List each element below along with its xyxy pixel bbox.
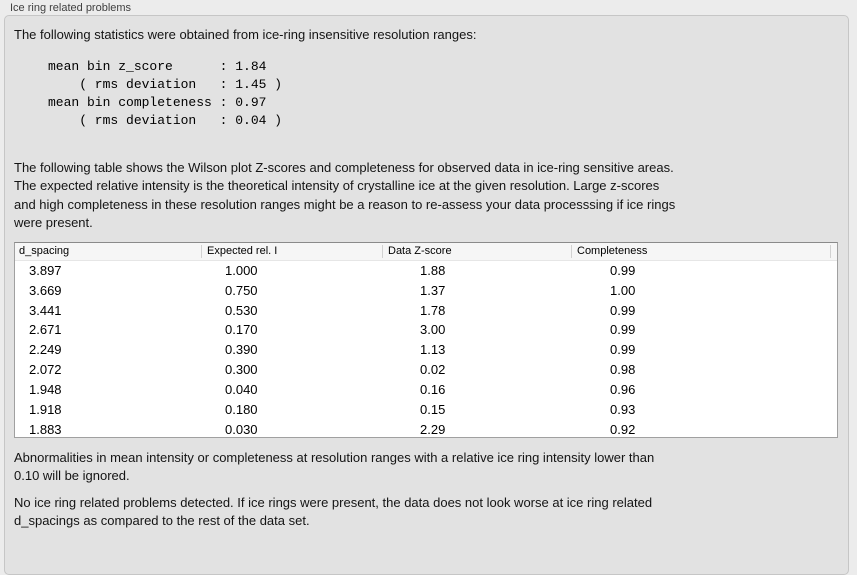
table-row[interactable]: 1.883 0.030 2.29 0.92: [15, 419, 837, 437]
panel-content: The following statistics were obtained f…: [5, 16, 848, 531]
table-cell: 0.92: [610, 421, 636, 437]
column-header-expected-rel-i[interactable]: Expected rel. I: [201, 244, 382, 258]
table-cell: 0.180: [225, 401, 258, 417]
verdict-text: No ice ring related problems detected. I…: [14, 494, 653, 529]
table-cell: 0.02: [420, 362, 446, 378]
table-cell: 0.98: [610, 362, 636, 378]
table-cell: 0.300: [225, 362, 258, 378]
table-cell: 1.000: [225, 262, 258, 278]
stats-block: mean bin z_score : 1.84 ( rms deviation …: [48, 58, 283, 128]
table-cell: 0.15: [420, 401, 446, 417]
section-title: Ice ring related problems: [10, 2, 132, 14]
table-body: 3.897 1.000 1.88 0.99 3.669 0.750 1.37 1.00 3.44…: [15, 261, 837, 437]
table-cell: 3.897: [29, 262, 62, 278]
table-row[interactable]: 3.897 1.000 1.88 0.99: [15, 261, 837, 281]
table-cell: 1.948: [29, 381, 62, 397]
table-cell: 1.37: [420, 282, 446, 298]
table-description-text: The following table shows the Wilson plo…: [14, 159, 676, 231]
table-header-row: d_spacing Expected rel. I Data Z-score C…: [15, 242, 837, 261]
table-cell: 2.249: [29, 342, 62, 358]
table-cell: 0.99: [610, 262, 636, 278]
table-cell: 0.99: [610, 342, 636, 358]
table-cell: 3.669: [29, 282, 62, 298]
table-row[interactable]: 1.918 0.180 0.15 0.93: [15, 399, 837, 419]
table-cell: 0.390: [225, 342, 258, 358]
ignore-rule-text: Abnormalities in mean intensity or compl…: [14, 449, 655, 484]
table-cell: 1.00: [610, 282, 636, 298]
table-cell: 0.99: [610, 322, 636, 338]
table-row[interactable]: 2.671 0.170 3.00 0.99: [15, 320, 837, 340]
table-cell: 0.96: [610, 381, 636, 397]
table-cell: 2.072: [29, 362, 62, 378]
table-cell: 0.16: [420, 381, 446, 397]
column-header-completeness[interactable]: Completeness: [571, 244, 830, 258]
table-cell: 2.671: [29, 322, 62, 338]
table-cell: 1.918: [29, 401, 62, 417]
table-cell: 1.883: [29, 421, 62, 437]
table-cell: 0.530: [225, 302, 258, 318]
table-row[interactable]: 2.072 0.300 0.02 0.98: [15, 360, 837, 380]
table-cell: 3.00: [420, 322, 446, 338]
column-header-data-z-score[interactable]: Data Z-score: [382, 244, 571, 258]
table-cell: 0.750: [225, 282, 258, 298]
ice-ring-table[interactable]: d_spacing Expected rel. I Data Z-score C…: [14, 241, 838, 438]
column-header-spacer: [830, 244, 837, 258]
column-header-d-spacing[interactable]: d_spacing: [19, 244, 70, 257]
table-row[interactable]: 2.249 0.390 1.13 0.99: [15, 340, 837, 360]
table-cell: 2.29: [420, 421, 446, 437]
table-row[interactable]: 3.441 0.530 1.78 0.99: [15, 300, 837, 320]
table-cell: 0.93: [610, 401, 636, 417]
table-cell: 0.040: [225, 381, 258, 397]
table-cell: 0.030: [225, 421, 258, 437]
ice-ring-panel: The following statistics were obtained f…: [4, 15, 849, 575]
stats-intro-text: The following statistics were obtained f…: [14, 27, 477, 42]
table-cell: 0.170: [225, 322, 258, 338]
table-cell: 1.13: [420, 342, 446, 358]
table-cell: 0.99: [610, 302, 636, 318]
table-cell: 1.78: [420, 302, 446, 318]
table-cell: 3.441: [29, 302, 62, 318]
table-cell: 1.88: [420, 262, 446, 278]
table-row[interactable]: 3.669 0.750 1.37 1.00: [15, 280, 837, 300]
table-row[interactable]: 1.948 0.040 0.16 0.96: [15, 380, 837, 400]
